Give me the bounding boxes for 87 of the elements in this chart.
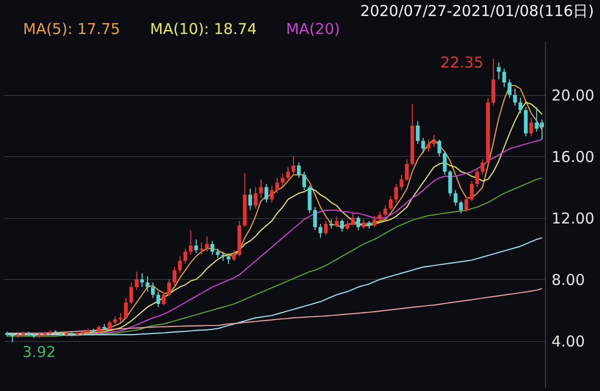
candlestick [151,282,155,298]
candlestick [308,185,312,214]
candlestick [156,291,160,308]
candlestick [475,168,480,188]
text: MA(20) [286,20,340,38]
candlestick [188,230,193,256]
candlestick [205,236,209,252]
candlestick [400,174,404,191]
candlestick [356,216,360,231]
candlestick [162,291,166,306]
candlestick [124,297,128,318]
candlestick [216,248,220,258]
text: MA(10): 18.74 [150,20,257,38]
candlestick [178,256,182,274]
candlestick [232,250,236,262]
annotation: 22.35 [440,54,484,72]
candlestick [508,78,512,98]
candlestick [496,62,501,80]
candlestick [275,177,280,194]
candlestick [108,320,112,331]
candlestick [318,223,322,238]
candlestick [172,266,176,286]
candlestick [340,218,344,232]
candlestick [296,162,301,178]
candlestick [329,218,334,230]
candlestick [254,186,258,210]
candlestick [405,158,409,182]
y-tick-label: 4.00 [552,332,585,350]
candlestick [426,138,430,152]
candlestick [524,106,528,137]
candlestick [280,172,284,188]
candlestick [491,58,496,106]
candlestick [292,156,296,176]
candlestick [118,312,122,323]
candlestick [388,196,393,211]
candlestick [378,211,382,222]
candlestick [416,120,420,145]
candlestick [421,137,426,154]
candlestick [129,282,134,304]
candlestick [346,220,350,231]
candlestick [383,205,388,217]
candlestick [432,134,436,148]
candlestick [470,180,474,202]
candlestick [221,251,226,262]
line-series [6,288,543,334]
y-tick-label: 8.00 [552,270,585,289]
text: MA(5): 17.75 [23,20,120,38]
candlestick [313,206,317,231]
line-series [6,177,543,337]
candlestick [194,238,198,254]
candlestick [134,271,139,291]
candlestick [200,242,204,256]
candlestick [210,240,214,256]
candlestick [448,170,452,197]
annotation: 3.92 [22,343,56,362]
candlestick [146,276,150,292]
candlestick [183,248,188,264]
candlestick [480,158,484,176]
candlestick [259,178,263,198]
candlestick [167,278,171,297]
candlestick [302,171,306,191]
y-tick-label: 20.00 [552,86,594,104]
candlestick [518,97,522,114]
candlestick [372,216,376,228]
candlestick [226,252,230,264]
y-tick-label: 16.00 [552,148,594,166]
y-tick-label: 12.00 [552,209,594,228]
candlestick [264,184,268,203]
candlestick [502,68,506,88]
candlestick [334,216,339,228]
candlestick [437,138,442,157]
candlestick [394,184,398,203]
candlestick [140,272,144,288]
candlestick [286,166,290,182]
candlestick [459,200,463,214]
line-series [6,237,543,336]
candlestick [270,185,274,203]
candlestick [362,218,366,230]
candlestick [513,88,517,106]
candlestick [442,151,447,176]
candlestick [248,188,252,211]
candlestick [324,220,328,236]
candlestick [454,190,458,206]
candlestick [350,211,355,226]
candlestick [529,117,534,137]
chart-title: 2020/07/27-2021/01/08(116日) [360,2,594,20]
candlestick [464,196,468,212]
